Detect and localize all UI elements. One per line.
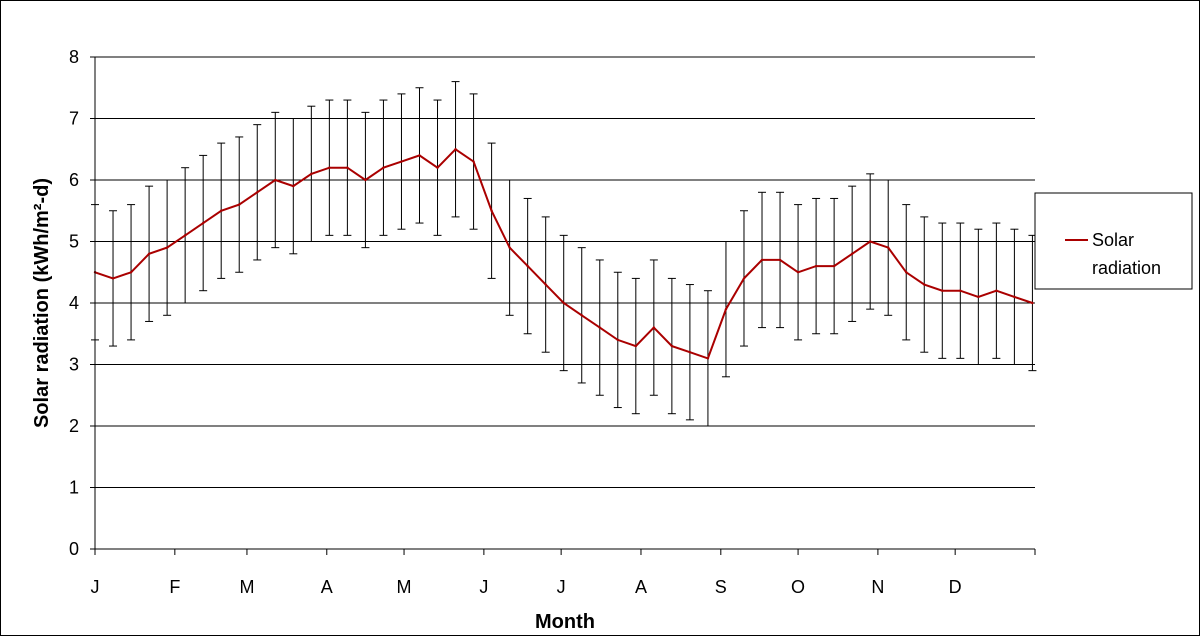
y-tick-label: 8 (69, 47, 79, 67)
series-layer (93, 148, 1034, 360)
data-point (616, 338, 619, 342)
data-point (796, 271, 800, 274)
data-point (580, 314, 583, 317)
y-tick-label: 2 (69, 416, 79, 436)
y-tick-label: 6 (69, 170, 79, 190)
data-point (472, 160, 475, 163)
data-point (977, 295, 980, 299)
data-point (598, 326, 601, 329)
data-point (814, 264, 818, 268)
data-point (328, 166, 331, 169)
data-point (219, 209, 223, 212)
data-point (850, 252, 854, 255)
data-point (959, 289, 962, 292)
data-point (129, 271, 133, 274)
y-tick-label: 0 (69, 539, 79, 559)
data-point (995, 289, 998, 292)
x-tick-label: F (169, 577, 180, 597)
legend-label-solar-radiation-line2: radiation (1092, 258, 1161, 278)
legend: Solar radiation (1034, 192, 1193, 290)
y-tick-label: 7 (69, 109, 79, 129)
data-point (508, 246, 511, 249)
x-tick-label: N (871, 577, 884, 597)
x-tick-label: A (635, 577, 647, 597)
x-axis-title: Month (535, 611, 595, 633)
x-tick-label: M (397, 577, 412, 597)
data-point (274, 178, 277, 182)
data-point (923, 283, 926, 286)
data-point (454, 148, 457, 151)
data-point (183, 234, 187, 237)
legend-box (1034, 192, 1193, 290)
error-bar-layer (91, 81, 1037, 427)
data-point (436, 166, 439, 169)
x-tick-label: J (91, 577, 100, 597)
data-point (760, 258, 764, 262)
data-point (742, 277, 746, 280)
data-point (382, 166, 385, 169)
y-axis-title: Solar radiation (kWh/m²-d) (31, 178, 53, 428)
data-point (147, 252, 151, 255)
data-point (111, 277, 115, 280)
data-point (688, 351, 692, 354)
data-point (652, 326, 656, 329)
data-point (724, 307, 728, 311)
y-tick-label: 1 (69, 478, 79, 498)
data-point (634, 344, 638, 348)
x-tick-label: J (557, 577, 566, 597)
y-tick-label: 5 (69, 232, 79, 252)
y-tick-label: 3 (69, 355, 79, 375)
data-point (1031, 301, 1034, 305)
data-point (887, 246, 890, 249)
x-tick-label: S (715, 577, 727, 597)
data-point (868, 240, 872, 243)
x-tick-label: M (239, 577, 254, 597)
data-point (490, 209, 493, 212)
legend-label-solar-radiation-line1: Solar (1092, 230, 1134, 250)
data-point (292, 184, 295, 188)
data-point (544, 283, 547, 286)
x-tick-label: A (321, 577, 333, 597)
grid-layer (95, 56, 1035, 488)
data-point (400, 160, 403, 163)
data-point (562, 301, 565, 305)
data-point (941, 289, 944, 292)
data-point (1013, 295, 1016, 299)
data-point (670, 344, 674, 348)
data-point (418, 154, 421, 157)
data-point (778, 258, 782, 262)
data-point (832, 264, 836, 268)
x-tick-label: D (949, 577, 962, 597)
y-tick-label: 4 (69, 293, 79, 313)
x-tick-label: O (791, 577, 805, 597)
data-point (256, 191, 259, 194)
data-point (165, 246, 169, 249)
data-point (346, 166, 349, 169)
data-point (364, 178, 367, 182)
data-point (238, 203, 241, 206)
x-tick-label: J (479, 577, 488, 597)
y-tick-labels: 0 1 2 3 4 5 6 7 8 (69, 47, 95, 559)
data-point (905, 271, 908, 274)
data-point (310, 172, 313, 176)
data-point (706, 357, 710, 360)
data-point (526, 264, 529, 268)
data-point (201, 221, 205, 225)
